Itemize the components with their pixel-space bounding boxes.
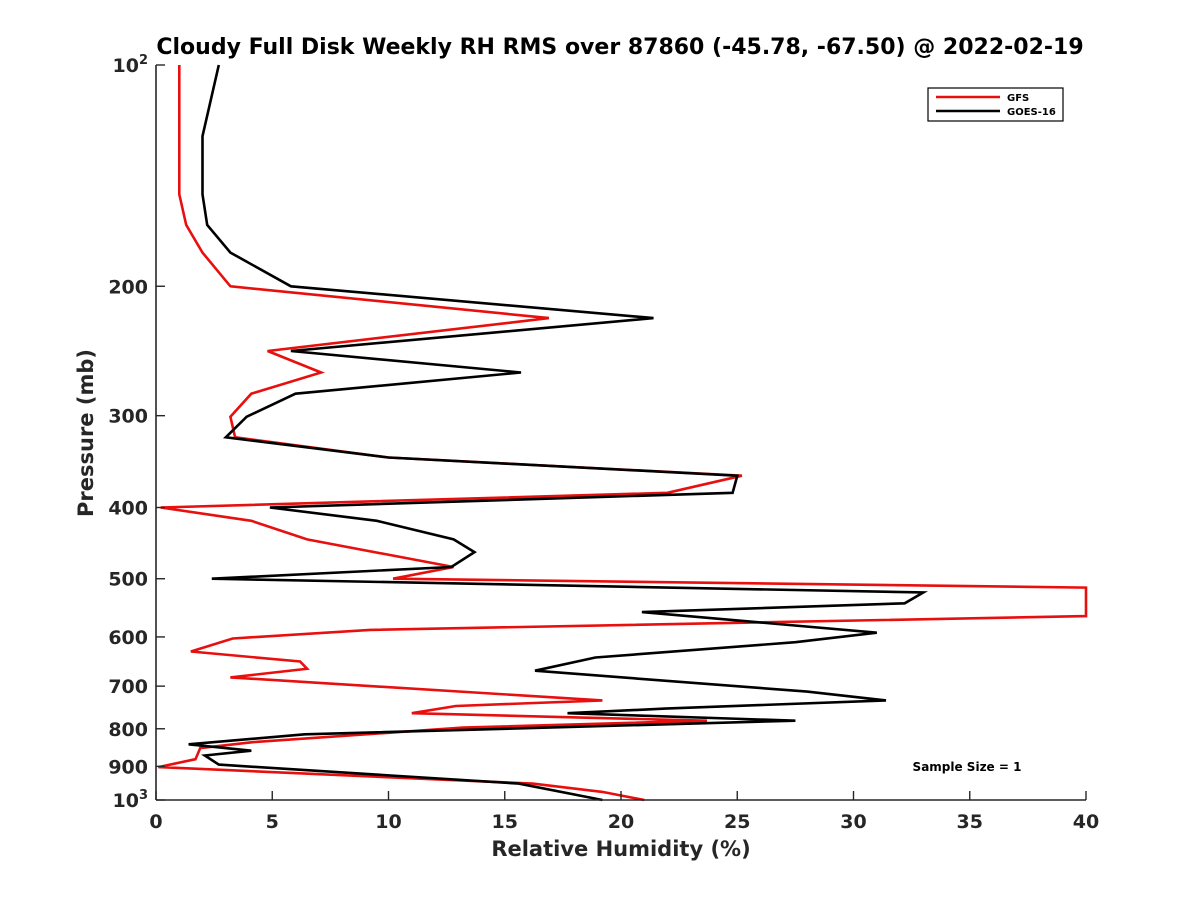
y-tick-label: 400 bbox=[108, 498, 148, 520]
legend-label: GFS bbox=[1007, 93, 1029, 104]
y-tick-label: 102 bbox=[113, 53, 149, 77]
y-ticks: 102 200 300 400 500 600 700 800 900 103 bbox=[108, 53, 165, 812]
x-tick-label: 35 bbox=[957, 811, 983, 833]
x-ticks: 0 5 10 15 20 25 30 35 40 bbox=[149, 791, 1099, 833]
x-tick-label: 25 bbox=[724, 811, 750, 833]
x-tick-label: 15 bbox=[492, 811, 518, 833]
y-tick-label: 700 bbox=[108, 676, 148, 698]
y-axis-label: Pressure (mb) bbox=[74, 349, 98, 517]
chart-title: Cloudy Full Disk Weekly RH RMS over 8786… bbox=[156, 35, 1083, 60]
legend-label: GOES-16 bbox=[1007, 107, 1056, 118]
x-tick-label: 30 bbox=[840, 811, 866, 833]
series-line-goes-16 bbox=[188, 64, 928, 802]
sample-size-annotation: Sample Size = 1 bbox=[913, 760, 1022, 774]
y-tick-label: 800 bbox=[108, 719, 148, 741]
x-tick-label: 10 bbox=[375, 811, 401, 833]
legend: GFS GOES-16 bbox=[927, 87, 1064, 122]
y-tick-label: 600 bbox=[108, 627, 148, 649]
x-tick-label: 20 bbox=[608, 811, 634, 833]
legend-box bbox=[927, 87, 1064, 122]
y-tick-label: 103 bbox=[113, 788, 149, 812]
y-tick-label: 300 bbox=[108, 406, 148, 428]
y-tick-label: 200 bbox=[108, 276, 148, 298]
series-layer bbox=[158, 64, 1088, 802]
x-tick-label: 5 bbox=[266, 811, 279, 833]
x-axis-label: Relative Humidity (%) bbox=[491, 837, 750, 861]
y-tick-label: 900 bbox=[108, 756, 148, 778]
x-tick-label: 0 bbox=[149, 811, 162, 833]
series-line-gfs bbox=[158, 65, 1088, 802]
x-tick-label: 40 bbox=[1073, 811, 1099, 833]
y-tick-label: 500 bbox=[108, 569, 148, 591]
